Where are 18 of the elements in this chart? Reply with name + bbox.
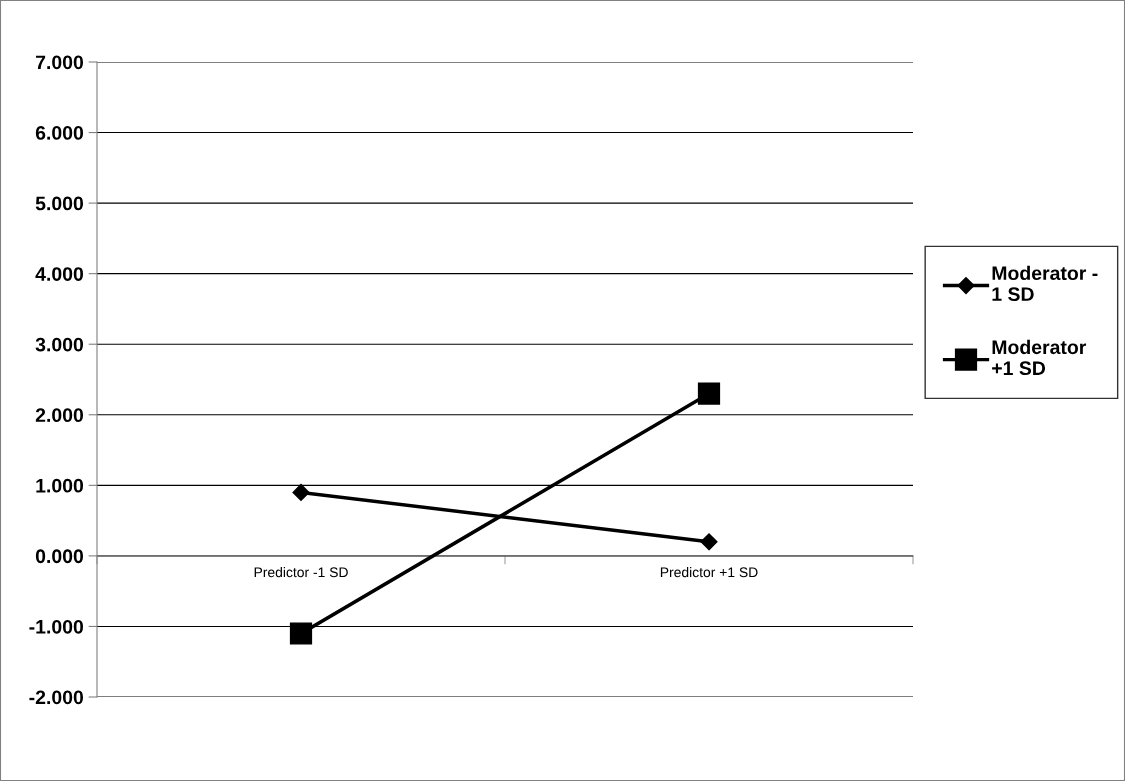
x-tick-label: Predictor -1 SD (254, 567, 348, 578)
point (289, 622, 313, 645)
point (700, 533, 718, 551)
legend-label: Moderator +1 SD (992, 339, 1087, 376)
point (292, 483, 310, 501)
point (697, 382, 721, 405)
y-tick-label: 3.000 (35, 337, 84, 352)
y-tick-label: 5.000 (35, 196, 84, 211)
y-tick-label: 1.000 (36, 478, 84, 493)
y-tick-label: 6.000 (35, 126, 84, 140)
x-tick-label: Predictor +1 SD (660, 567, 758, 578)
y-tick-label: 4.000 (35, 267, 84, 281)
y-tick-label: 7.000 (35, 55, 84, 70)
y-tick-label: -2.000 (29, 690, 84, 705)
legend-label: Moderator - 1 SD (992, 265, 1098, 302)
y-tick-label: 0.000 (35, 549, 84, 564)
y-tick-label: -1.000 (29, 619, 84, 634)
y-tick-label: 2.000 (35, 408, 84, 423)
